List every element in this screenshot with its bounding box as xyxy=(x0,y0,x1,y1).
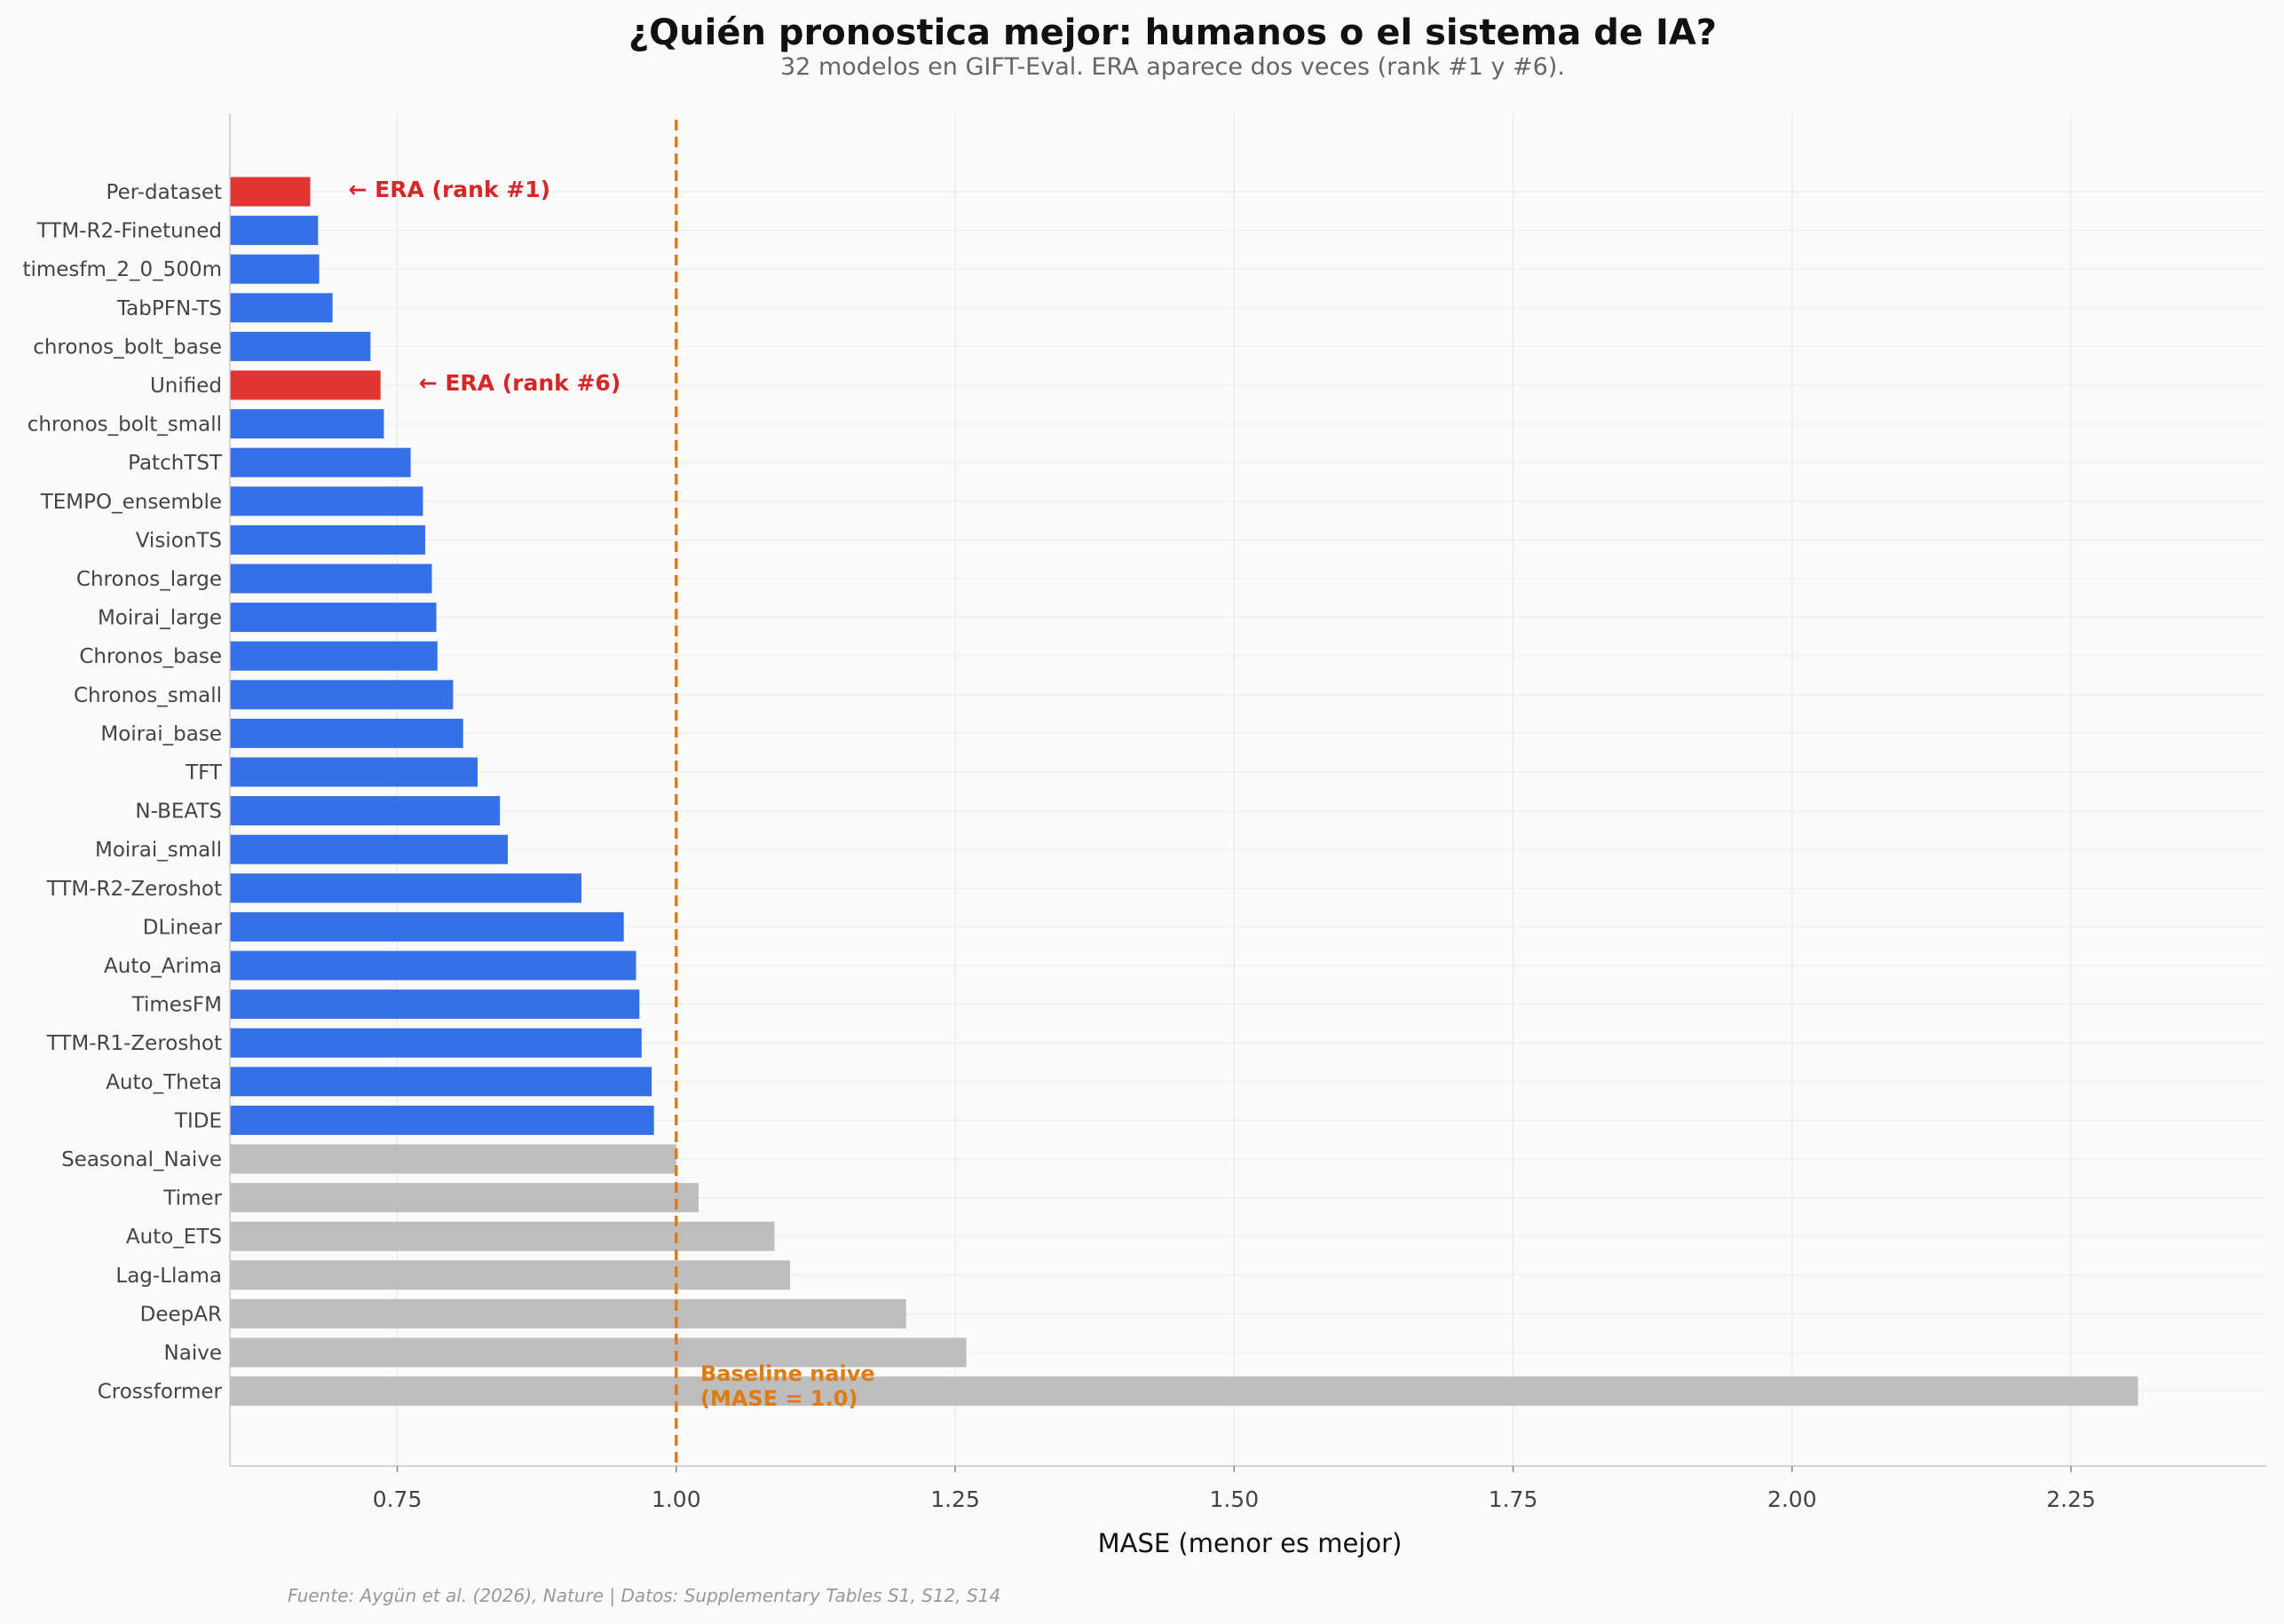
y-tick-label: Timer xyxy=(162,1187,222,1210)
y-tick-label: VisionTS xyxy=(136,529,222,552)
bar-TTM-R2-Finetuned xyxy=(230,216,319,246)
y-tick-label: TimesFM xyxy=(131,994,222,1017)
bar-Auto_ETS xyxy=(230,1221,775,1251)
y-tick-label: Chronos_base xyxy=(79,645,222,668)
y-tick-label: Lag-Llama xyxy=(115,1265,222,1288)
y-tick-label: chronos_bolt_base xyxy=(33,335,222,359)
y-tick-label: DLinear xyxy=(143,916,223,939)
bar-N-BEATS xyxy=(230,796,501,826)
y-tick-label: chronos_bolt_small xyxy=(28,414,222,437)
source-note: Fuente: Aygün et al. (2026), Nature | Da… xyxy=(288,1585,1000,1606)
x-tick-label: 1.75 xyxy=(1489,1486,1538,1512)
bar-timesfm_2_0_500m xyxy=(230,254,320,284)
baseline-label-line1: Baseline naive xyxy=(700,1361,875,1386)
y-tick-label: TFT xyxy=(185,761,223,784)
y-tick-label: N-BEATS xyxy=(135,800,222,824)
era-annotation: ← ERA (rank #6) xyxy=(419,370,621,396)
x-tick-labels: 0.75 1.00 1.25 1.50 1.75 2.00 2.25 xyxy=(373,1466,2096,1512)
y-tick-label: TEMPO_ensemble xyxy=(40,491,222,514)
y-tick-label: Auto_Arima xyxy=(104,955,222,978)
bar-Naive xyxy=(230,1337,967,1368)
bar-TFT xyxy=(230,757,478,787)
x-tick-label: 1.50 xyxy=(1209,1486,1259,1512)
y-tick-label: Chronos_large xyxy=(76,568,222,591)
x-tick-label: 2.00 xyxy=(1767,1486,1817,1512)
bar-Unified xyxy=(230,370,381,400)
bar-Chronos_small xyxy=(230,680,454,710)
chart-title: ¿Quién pronostica mejor: humanos o el si… xyxy=(628,12,1717,53)
x-tick-label: 0.75 xyxy=(373,1486,423,1512)
y-tick-label: Unified xyxy=(150,374,222,398)
y-tick-labels: Per-dataset TTM-R2-Finetuned timesfm_2_0_5… xyxy=(22,181,222,1404)
bars-layer xyxy=(230,177,2138,1407)
bar-DeepAR xyxy=(230,1298,906,1328)
x-axis-label: MASE (menor es mejor) xyxy=(1098,1528,1403,1558)
x-tick-label: 1.00 xyxy=(652,1486,701,1512)
bar-Per-dataset xyxy=(230,177,311,207)
y-tick-label: Moirai_large xyxy=(98,607,222,630)
bar-TIDE xyxy=(230,1105,654,1135)
y-tick-label: TabPFN-TS xyxy=(116,297,222,320)
bar-TTM-R1-Zeroshot xyxy=(230,1028,642,1058)
y-tick-label: Per-dataset xyxy=(107,181,222,204)
bar-PatchTST xyxy=(230,447,411,477)
bar-Lag-Llama xyxy=(230,1260,791,1290)
y-tick-label: Naive xyxy=(164,1342,222,1365)
y-tick-label: Auto_ETS xyxy=(126,1226,222,1249)
x-tick-label: 2.25 xyxy=(2046,1486,2096,1512)
bar-TTM-R2-Zeroshot xyxy=(230,873,581,903)
era-annotation: ← ERA (rank #1) xyxy=(349,177,551,202)
y-tick-label: timesfm_2_0_500m xyxy=(22,258,222,281)
chart-subtitle: 32 modelos en GIFT-Eval. ERA aparece dos… xyxy=(780,53,1565,81)
bar-Chronos_large xyxy=(230,564,432,594)
y-tick-label: TTM-R2-Finetuned xyxy=(36,220,222,243)
bar-Chronos_base xyxy=(230,641,438,671)
y-tick-label: Moirai_base xyxy=(100,722,222,745)
annotations-layer: ← ERA (rank #1) ← ERA (rank #6) xyxy=(349,177,621,396)
y-tick-label: Seasonal_Naive xyxy=(61,1148,222,1171)
bar-Moirai_large xyxy=(230,603,437,633)
x-tick-label: 1.25 xyxy=(930,1486,980,1512)
bar-TimesFM xyxy=(230,989,640,1020)
bar-VisionTS xyxy=(230,524,425,555)
bar-chronos_bolt_small xyxy=(230,409,384,439)
bar-TEMPO_ensemble xyxy=(230,486,423,516)
bar-Auto_Arima xyxy=(230,950,636,981)
baseline-label-line2: (MASE = 1.0) xyxy=(700,1386,857,1411)
axes-layer xyxy=(229,114,2266,1467)
y-tick-label: Crossformer xyxy=(98,1381,223,1404)
y-tick-label: TTM-R2-Zeroshot xyxy=(46,878,222,901)
bar-Moirai_small xyxy=(230,834,508,864)
bar-Crossformer xyxy=(230,1376,2138,1407)
bar-chronos_bolt_base xyxy=(230,331,371,361)
y-tick-label: Moirai_small xyxy=(95,839,222,862)
bar-Auto_Theta xyxy=(230,1067,652,1097)
y-tick-label: Auto_Theta xyxy=(106,1071,222,1094)
y-tick-label: TTM-R1-Zeroshot xyxy=(46,1032,222,1055)
bar-Seasonal_Naive xyxy=(230,1144,676,1174)
bar-TabPFN-TS xyxy=(230,293,333,323)
bar-DLinear xyxy=(230,911,624,942)
y-tick-label: TIDE xyxy=(174,1109,222,1132)
bar-Moirai_base xyxy=(230,718,463,748)
y-tick-label: DeepAR xyxy=(140,1303,222,1326)
y-tick-label: Chronos_small xyxy=(74,684,222,707)
bar-Timer xyxy=(230,1183,699,1213)
y-tick-label: PatchTST xyxy=(128,452,223,475)
